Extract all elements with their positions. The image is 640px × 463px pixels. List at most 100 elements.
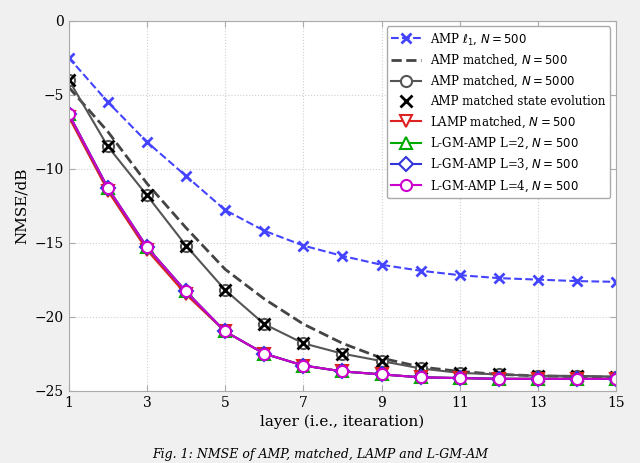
AMP $\ell_1$, $N = 500$	[495, 275, 502, 281]
AMP $\ell_1$, $N = 500$	[573, 278, 581, 284]
L-GM-AMP L=4, $N = 500$	[417, 375, 424, 380]
AMP matched state evolution	[573, 373, 581, 379]
LAMP matched, $N = 500$	[612, 376, 620, 382]
Line: LAMP matched, $N = 500$: LAMP matched, $N = 500$	[63, 111, 621, 384]
L-GM-AMP L=2, $N = 500$	[104, 185, 111, 191]
AMP $\ell_1$, $N = 500$	[417, 268, 424, 274]
Line: AMP matched, $N = 5000$: AMP matched, $N = 5000$	[63, 74, 621, 382]
LAMP matched, $N = 500$	[534, 376, 542, 382]
AMP $\ell_1$, $N = 500$	[221, 207, 229, 213]
L-GM-AMP L=4, $N = 500$	[495, 376, 502, 382]
AMP matched, $N = 5000$	[104, 144, 111, 149]
AMP matched, $N = 5000$	[339, 351, 346, 357]
L-GM-AMP L=4, $N = 500$	[65, 111, 72, 117]
AMP matched, $N = 500$	[417, 364, 424, 370]
L-GM-AMP L=4, $N = 500$	[573, 376, 581, 382]
L-GM-AMP L=3, $N = 500$	[612, 376, 620, 382]
AMP matched, $N = 5000$	[456, 370, 463, 375]
LAMP matched, $N = 500$	[495, 376, 502, 382]
AMP $\ell_1$, $N = 500$	[456, 272, 463, 278]
L-GM-AMP L=3, $N = 500$	[339, 369, 346, 374]
L-GM-AMP L=2, $N = 500$	[456, 375, 463, 381]
L-GM-AMP L=4, $N = 500$	[378, 372, 385, 377]
Line: L-GM-AMP L=4, $N = 500$: L-GM-AMP L=4, $N = 500$	[63, 108, 621, 384]
L-GM-AMP L=3, $N = 500$	[65, 111, 72, 117]
AMP matched state evolution	[104, 144, 111, 149]
Line: AMP matched, $N = 500$: AMP matched, $N = 500$	[68, 87, 616, 377]
AMP matched, $N = 5000$	[417, 366, 424, 371]
LAMP matched, $N = 500$	[221, 329, 229, 334]
L-GM-AMP L=2, $N = 500$	[260, 351, 268, 357]
Text: Fig. 1: NMSE of AMP, matched, LAMP and L-GM-AM: Fig. 1: NMSE of AMP, matched, LAMP and L…	[152, 448, 488, 461]
AMP matched state evolution	[495, 372, 502, 377]
L-GM-AMP L=3, $N = 500$	[300, 363, 307, 368]
L-GM-AMP L=4, $N = 500$	[104, 185, 111, 191]
AMP matched, $N = 500$	[339, 340, 346, 346]
AMP matched state evolution	[456, 370, 463, 375]
L-GM-AMP L=2, $N = 500$	[378, 372, 385, 377]
L-GM-AMP L=2, $N = 500$	[495, 376, 502, 382]
AMP $\ell_1$, $N = 500$	[534, 277, 542, 282]
L-GM-AMP L=2, $N = 500$	[417, 375, 424, 380]
L-GM-AMP L=3, $N = 500$	[182, 289, 190, 294]
Legend: AMP $\ell_1$, $N = 500$, AMP matched, $N = 500$, AMP matched, $N = 5000$, AMP ma: AMP $\ell_1$, $N = 500$, AMP matched, $N…	[387, 26, 611, 199]
AMP $\ell_1$, $N = 500$	[182, 173, 190, 179]
L-GM-AMP L=4, $N = 500$	[456, 375, 463, 381]
AMP matched, $N = 5000$	[378, 358, 385, 364]
L-GM-AMP L=2, $N = 500$	[300, 363, 307, 368]
AMP matched state evolution	[221, 287, 229, 293]
L-GM-AMP L=4, $N = 500$	[221, 329, 229, 334]
L-GM-AMP L=3, $N = 500$	[260, 351, 268, 357]
AMP matched, $N = 5000$	[300, 340, 307, 346]
AMP matched, $N = 500$	[456, 369, 463, 374]
AMP $\ell_1$, $N = 500$	[612, 279, 620, 285]
Line: L-GM-AMP L=3, $N = 500$: L-GM-AMP L=3, $N = 500$	[64, 109, 621, 384]
L-GM-AMP L=4, $N = 500$	[300, 363, 307, 368]
AMP matched state evolution	[534, 373, 542, 379]
L-GM-AMP L=3, $N = 500$	[417, 375, 424, 380]
LAMP matched, $N = 500$	[378, 372, 385, 377]
Y-axis label: NMSE/dB: NMSE/dB	[15, 168, 29, 244]
AMP matched, $N = 500$	[104, 129, 111, 134]
LAMP matched, $N = 500$	[456, 375, 463, 381]
Line: AMP matched state evolution: AMP matched state evolution	[63, 74, 621, 382]
LAMP matched, $N = 500$	[300, 363, 307, 368]
L-GM-AMP L=2, $N = 500$	[182, 289, 190, 294]
AMP matched, $N = 500$	[612, 375, 620, 380]
L-GM-AMP L=3, $N = 500$	[495, 376, 502, 382]
AMP matched state evolution	[143, 193, 151, 198]
L-GM-AMP L=2, $N = 500$	[65, 111, 72, 117]
AMP matched state evolution	[182, 243, 190, 248]
AMP $\ell_1$, $N = 500$	[300, 243, 307, 248]
LAMP matched, $N = 500$	[339, 369, 346, 374]
L-GM-AMP L=2, $N = 500$	[573, 376, 581, 382]
AMP $\ell_1$, $N = 500$	[143, 139, 151, 145]
LAMP matched, $N = 500$	[573, 376, 581, 382]
AMP matched, $N = 500$	[65, 84, 72, 90]
AMP matched state evolution	[65, 77, 72, 82]
AMP matched state evolution	[260, 321, 268, 327]
AMP $\ell_1$, $N = 500$	[339, 253, 346, 259]
AMP matched, $N = 5000$	[182, 243, 190, 248]
L-GM-AMP L=3, $N = 500$	[378, 372, 385, 377]
AMP matched, $N = 500$	[378, 355, 385, 361]
X-axis label: layer (i.e., itearation): layer (i.e., itearation)	[260, 415, 424, 430]
AMP matched state evolution	[612, 374, 620, 379]
AMP matched, $N = 5000$	[143, 193, 151, 198]
AMP matched, $N = 500$	[221, 267, 229, 272]
L-GM-AMP L=3, $N = 500$	[143, 244, 151, 250]
AMP $\ell_1$, $N = 500$	[260, 228, 268, 233]
L-GM-AMP L=4, $N = 500$	[182, 289, 190, 294]
LAMP matched, $N = 500$	[143, 247, 151, 253]
L-GM-AMP L=2, $N = 500$	[143, 244, 151, 250]
L-GM-AMP L=4, $N = 500$	[339, 369, 346, 374]
AMP matched, $N = 5000$	[495, 372, 502, 377]
L-GM-AMP L=3, $N = 500$	[456, 375, 463, 381]
AMP matched, $N = 500$	[300, 321, 307, 327]
AMP matched, $N = 500$	[260, 296, 268, 302]
LAMP matched, $N = 500$	[182, 292, 190, 297]
LAMP matched, $N = 500$	[104, 188, 111, 194]
L-GM-AMP L=3, $N = 500$	[104, 185, 111, 191]
AMP matched, $N = 500$	[495, 372, 502, 377]
L-GM-AMP L=4, $N = 500$	[260, 351, 268, 357]
